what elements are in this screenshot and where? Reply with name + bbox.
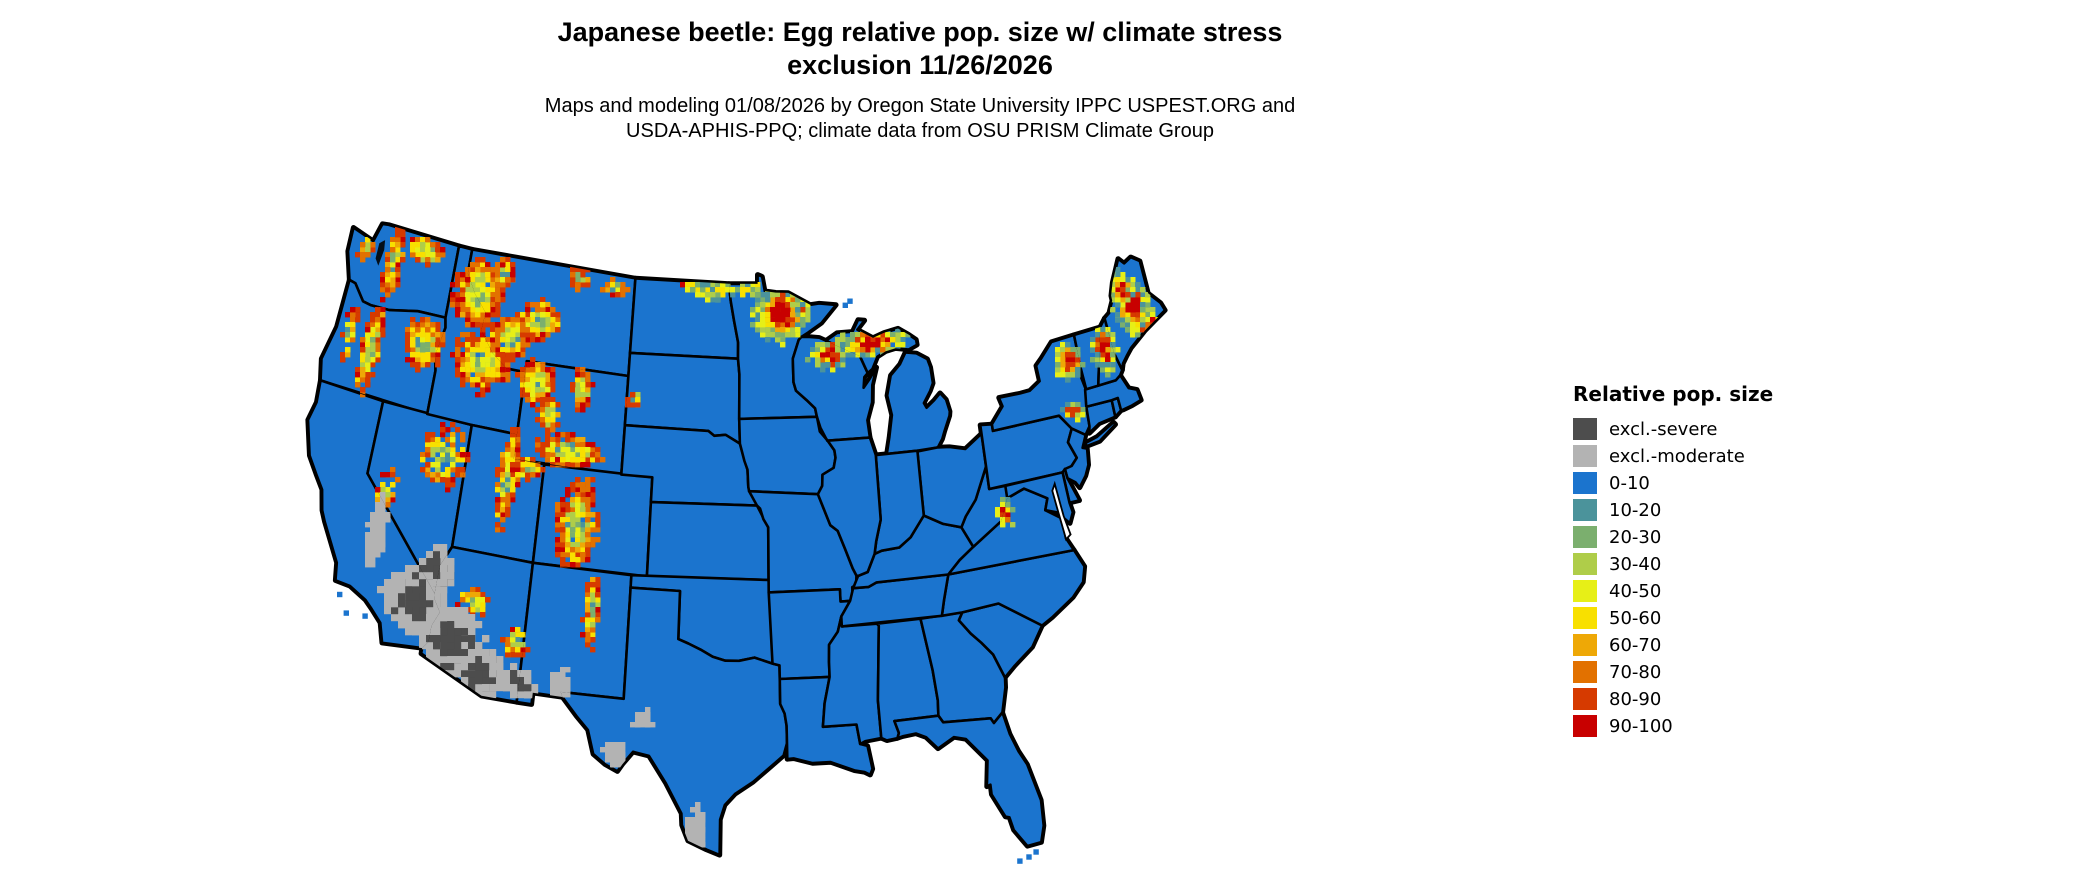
legend-item-label: 30-40 <box>1609 553 1662 575</box>
legend-color-swatch <box>1573 445 1597 467</box>
legend-color-swatch <box>1573 688 1597 710</box>
legend-item-label: 20-30 <box>1609 526 1662 548</box>
legend-items: excl.-severe excl.-moderate 0-10 10-20 20-30… <box>1573 418 1773 737</box>
legend-item-label: excl.-severe <box>1609 418 1718 440</box>
legend-item: excl.-moderate <box>1573 445 1773 467</box>
legend-color-swatch <box>1573 661 1597 683</box>
legend-item-label: 70-80 <box>1609 661 1662 683</box>
legend-item: 50-60 <box>1573 607 1773 629</box>
legend-item-label: 0-10 <box>1609 472 1650 494</box>
map-subtitle: Maps and modeling 01/08/2026 by Oregon S… <box>0 94 1840 144</box>
legend-color-swatch <box>1573 553 1597 575</box>
legend-item: 80-90 <box>1573 688 1773 710</box>
legend-item: 20-30 <box>1573 526 1773 548</box>
legend-item-label: 10-20 <box>1609 499 1662 521</box>
us-choropleth-map <box>230 152 1170 892</box>
legend-item: 10-20 <box>1573 499 1773 521</box>
legend-color-swatch <box>1573 715 1597 737</box>
legend-item: 40-50 <box>1573 580 1773 602</box>
legend-color-swatch <box>1573 580 1597 602</box>
legend-item-label: 80-90 <box>1609 688 1662 710</box>
legend-item: 60-70 <box>1573 634 1773 656</box>
legend-item: 70-80 <box>1573 661 1773 683</box>
legend-item-label: 90-100 <box>1609 715 1673 737</box>
legend-color-swatch <box>1573 472 1597 494</box>
legend-item-label: excl.-moderate <box>1609 445 1745 467</box>
legend-title: Relative pop. size <box>1573 382 1774 406</box>
map-header: Japanese beetle: Egg relative pop. size … <box>0 16 1840 144</box>
legend-color-swatch <box>1573 526 1597 548</box>
legend-item: 90-100 <box>1573 715 1773 737</box>
map-subtitle-line-2: USDA-APHIS-PPQ; climate data from OSU PR… <box>626 120 1214 142</box>
legend-item: 30-40 <box>1573 553 1773 575</box>
legend-item-label: 60-70 <box>1609 634 1662 656</box>
legend-color-swatch <box>1573 634 1597 656</box>
map-title-line-1: Japanese beetle: Egg relative pop. size … <box>557 17 1283 47</box>
legend: Relative pop. size excl.-severe excl.-mod… <box>1573 382 1773 742</box>
legend-color-swatch <box>1573 499 1597 521</box>
legend-item: 0-10 <box>1573 472 1773 494</box>
legend-color-swatch <box>1573 418 1597 440</box>
map-subtitle-line-1: Maps and modeling 01/08/2026 by Oregon S… <box>544 95 1296 117</box>
us-map-svg <box>305 221 1168 864</box>
legend-item-label: 40-50 <box>1609 580 1662 602</box>
legend-color-swatch <box>1573 607 1597 629</box>
legend-item: excl.-severe <box>1573 418 1773 440</box>
legend-item-label: 50-60 <box>1609 607 1662 629</box>
map-title-line-2: exclusion 11/26/2026 <box>787 50 1053 80</box>
